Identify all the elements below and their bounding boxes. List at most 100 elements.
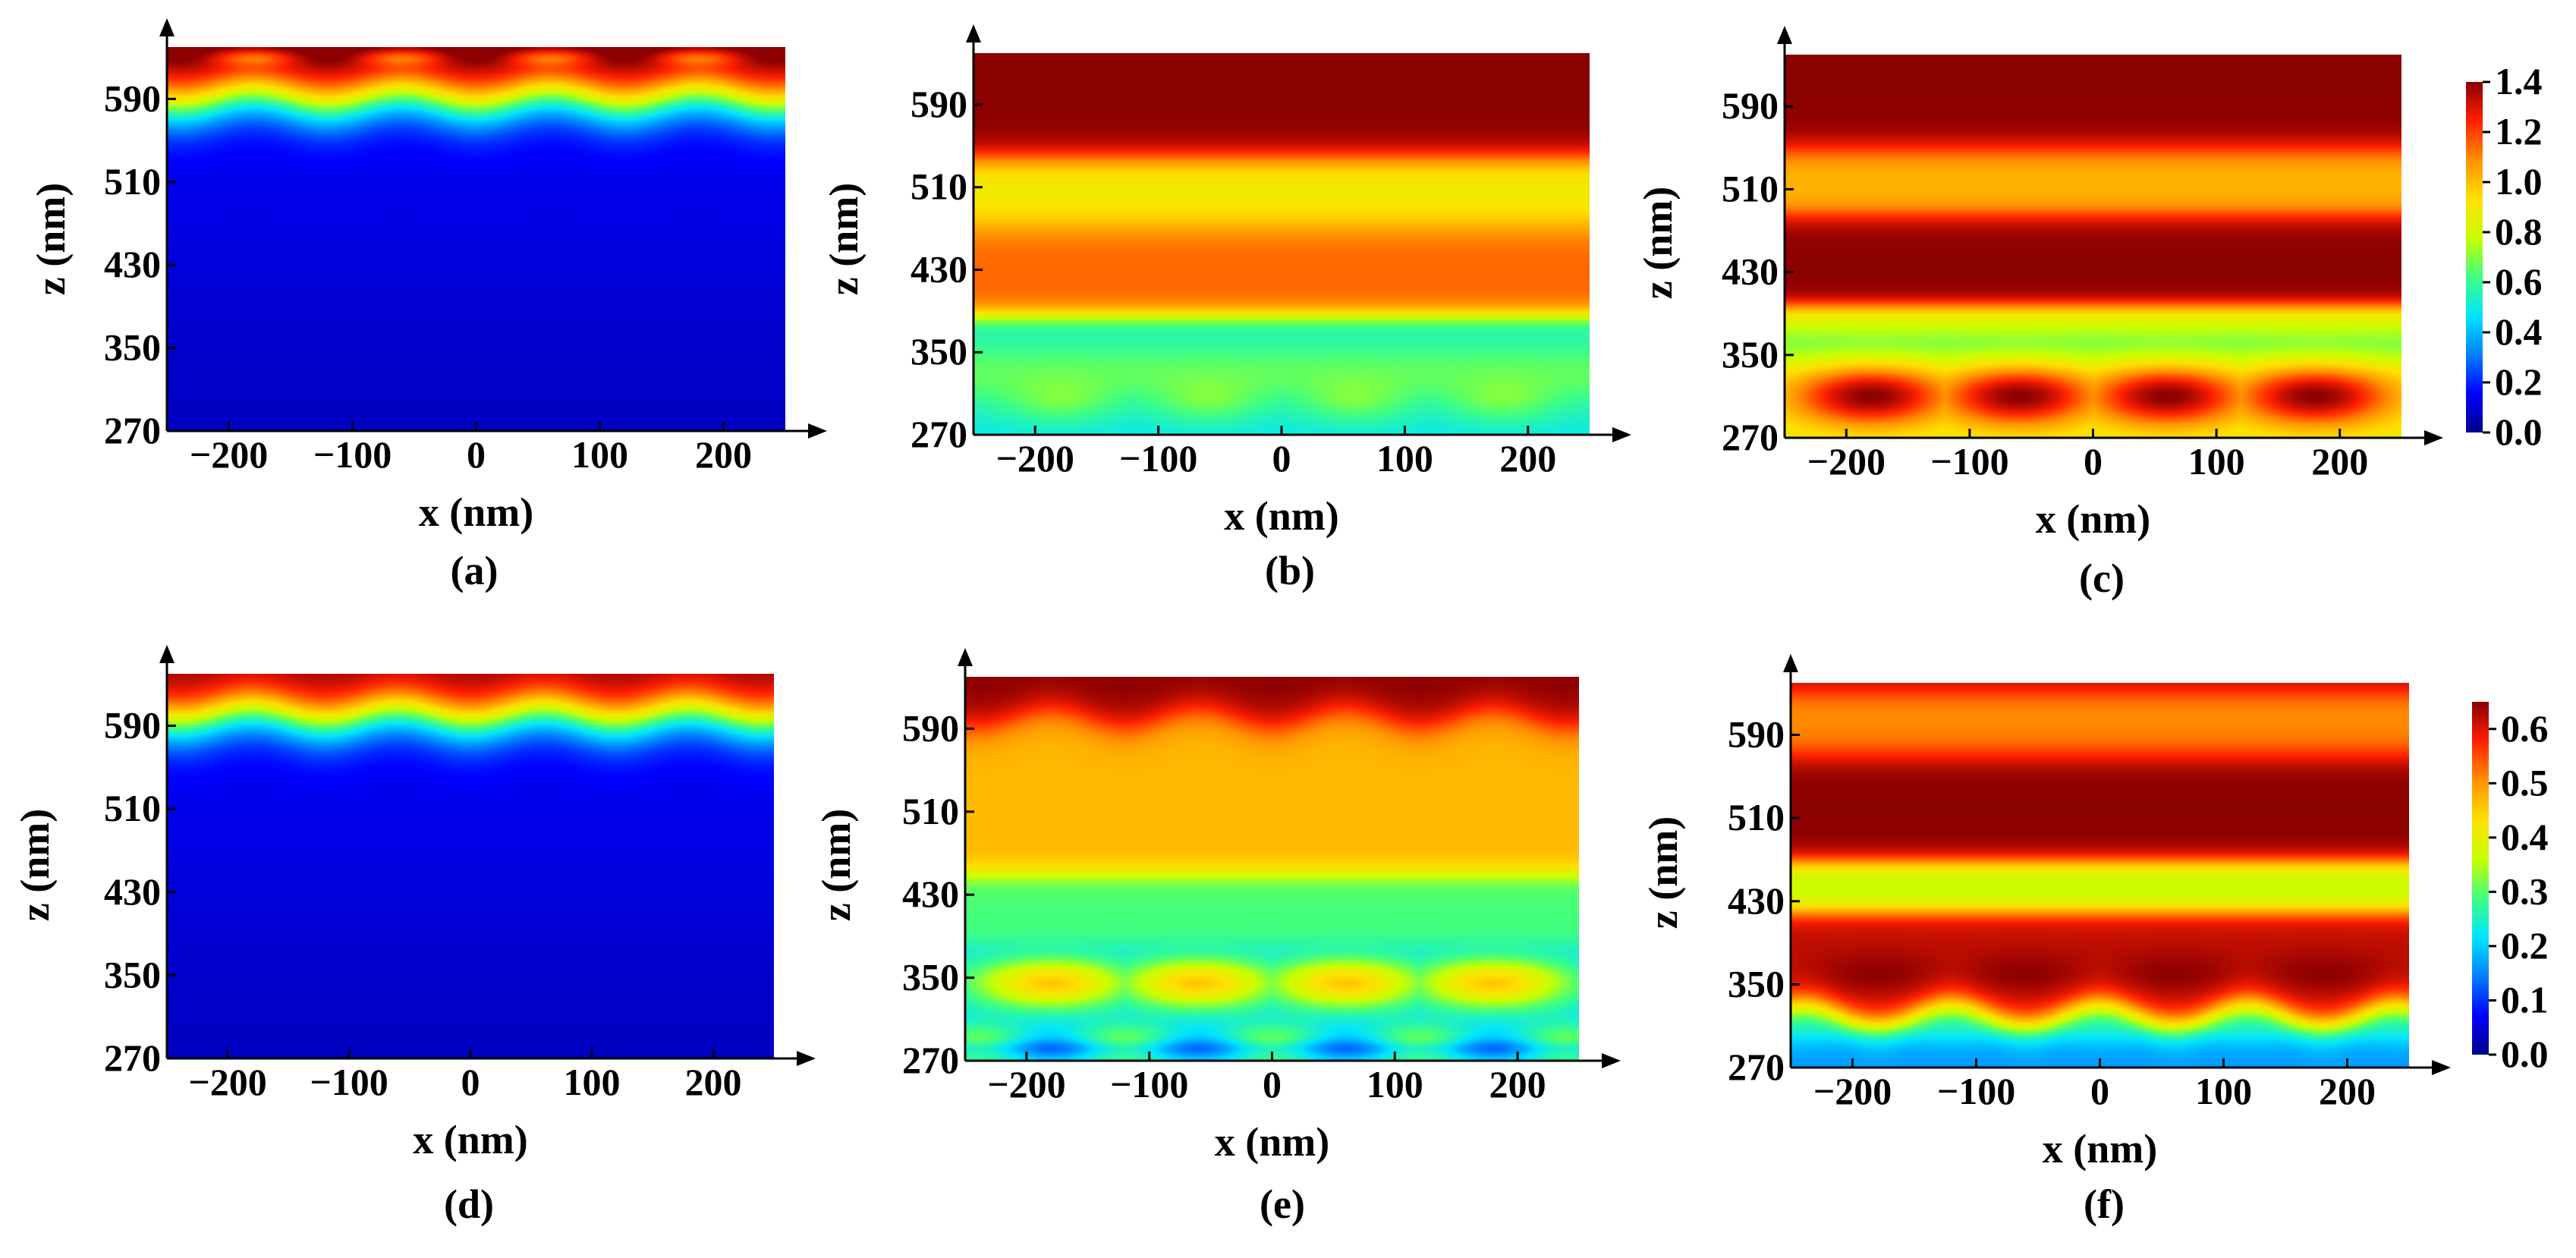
y-tick-label: 270	[104, 409, 161, 451]
colorbar-tick-label: 0.1	[2501, 978, 2549, 1021]
x-tick-label: −100	[310, 1061, 388, 1103]
y-tick-label: 270	[1722, 416, 1779, 458]
colorbar-tick-label: 0.2	[2495, 360, 2543, 403]
x-tick-label: 200	[1489, 1063, 1546, 1105]
x-tick-label: 100	[1367, 1063, 1423, 1105]
colorbar-tick-label: 0.6	[2495, 260, 2543, 303]
colorbar-tick-label: 0.8	[2495, 210, 2543, 253]
y-tick-label: 510	[1722, 167, 1779, 209]
x-tick-label: 200	[695, 433, 752, 476]
panel-e: −200 −100 0 100 200 270 350 430 510 590 x (nm) z (n…	[813, 648, 1621, 1227]
y-axis-arrow	[1777, 26, 1792, 44]
heatmap-field	[167, 47, 785, 431]
heatmap-field	[167, 674, 774, 1058]
x-tick-label: −100	[1119, 437, 1198, 480]
colorbar-gradient	[2466, 82, 2483, 432]
y-tick-label: 590	[104, 704, 161, 747]
x-tick-label: 200	[685, 1061, 742, 1103]
y-tick-label: 350	[1722, 333, 1779, 376]
y-axis-label: z (nm)	[1640, 816, 1686, 929]
y-tick-label: 350	[911, 330, 967, 373]
y-tick-label: 430	[902, 873, 959, 915]
x-tick-label: 100	[2188, 440, 2245, 483]
x-axis-label: x (nm)	[1215, 1119, 1329, 1165]
x-tick-label: 100	[564, 1061, 621, 1103]
y-axis-arrow	[159, 18, 175, 36]
heatmap-field	[1791, 683, 2409, 1068]
y-tick-label: 590	[104, 77, 161, 119]
y-tick-label: 590	[1722, 84, 1779, 127]
x-tick-label: −200	[188, 1061, 267, 1103]
colorbar-tick-label: 0.0	[2495, 410, 2543, 453]
x-axis-arrow	[797, 1051, 816, 1066]
x-axis-label: x (nm)	[2036, 496, 2150, 542]
x-axis-arrow	[2432, 1060, 2451, 1075]
x-axis-label: x (nm)	[413, 1117, 527, 1162]
x-tick-label: 0	[2084, 440, 2103, 483]
x-tick-label: −100	[1937, 1070, 2016, 1112]
y-tick-label: 590	[911, 83, 967, 125]
panel-b: −200 −100 0 100 200 270 350 430 510 590 x (nm) z (n…	[821, 24, 1631, 593]
x-axis-arrow	[808, 423, 827, 439]
x-tick-label: −100	[1930, 440, 2009, 483]
y-tick-label: 590	[1728, 713, 1785, 756]
y-axis-label: z (nm)	[12, 809, 58, 921]
panel-f: −200 −100 0 100 200 270 350 430 510 590 x (nm) z (n…	[1640, 654, 2549, 1227]
y-axis-label: z (nm)	[1635, 187, 1681, 299]
y-tick-label: 350	[104, 953, 161, 995]
x-tick-label: 0	[2090, 1070, 2109, 1112]
y-tick-label: 510	[104, 160, 161, 203]
x-tick-label: −100	[313, 433, 392, 476]
y-axis-arrow	[159, 645, 175, 663]
y-axis-label: z (nm)	[813, 809, 859, 921]
panel-label: (e)	[1260, 1181, 1305, 1227]
y-axis-label: z (nm)	[28, 183, 74, 295]
panel-d: −200 −100 0 100 200 270 350 430 510 590 x (nm) z (n…	[12, 645, 816, 1227]
y-tick-label: 430	[104, 243, 161, 285]
y-axis-label: z (nm)	[821, 183, 867, 295]
colorbar-gradient	[2472, 702, 2489, 1055]
colorbar-tick-label: 1.4	[2495, 60, 2543, 102]
x-axis-arrow	[1602, 1053, 1621, 1068]
x-tick-label: 0	[1263, 1063, 1282, 1105]
y-tick-label: 430	[1722, 250, 1779, 293]
y-axis-arrow	[1783, 654, 1798, 672]
y-tick-label: 510	[911, 165, 967, 208]
panel-label: (d)	[444, 1181, 494, 1227]
y-tick-label: 270	[104, 1036, 161, 1079]
colorbar-tick-label: 0.2	[2501, 924, 2549, 967]
colorbar-tick-label: 0.4	[2495, 310, 2543, 353]
x-tick-label: 100	[1376, 437, 1433, 480]
heatmap-field	[1785, 55, 2401, 438]
panel-label: (b)	[1265, 548, 1315, 593]
x-tick-label: 200	[2319, 1070, 2376, 1112]
x-axis-label: x (nm)	[2043, 1126, 2157, 1172]
y-tick-label: 350	[1728, 962, 1785, 1005]
x-axis-arrow	[1612, 427, 1631, 442]
y-tick-label: 270	[911, 413, 967, 455]
x-axis-arrow	[2424, 430, 2443, 445]
colorbar: 0.0 0.2 0.4 0.6 0.8 1.0 1.2 1.4	[2466, 60, 2543, 453]
x-tick-label: −200	[1813, 1070, 1892, 1112]
y-tick-label: 510	[902, 790, 959, 832]
colorbar-tick-label: 1.0	[2495, 160, 2543, 203]
colorbar-tick-label: 0.0	[2501, 1033, 2549, 1075]
x-tick-label: −200	[987, 1063, 1066, 1105]
panel-c: −200 −100 0 100 200 270 350 430 510 590 x (nm) z (n…	[1635, 26, 2543, 601]
x-tick-label: 0	[461, 1061, 480, 1103]
x-tick-label: −200	[995, 437, 1074, 480]
colorbar-tick-label: 0.3	[2501, 870, 2549, 912]
y-axis-arrow	[958, 648, 973, 666]
x-tick-label: −200	[1807, 440, 1886, 483]
y-tick-label: 430	[104, 870, 161, 913]
x-tick-label: −100	[1110, 1063, 1189, 1105]
y-tick-label: 430	[911, 247, 967, 290]
panel-label: (c)	[2079, 555, 2125, 601]
colorbar-tick-label: 0.5	[2501, 761, 2549, 804]
heatmap-field	[973, 53, 1590, 435]
y-tick-label: 430	[1728, 879, 1785, 922]
x-tick-label: 0	[467, 433, 486, 476]
y-tick-label: 270	[902, 1039, 959, 1081]
y-tick-label: 510	[104, 787, 161, 829]
